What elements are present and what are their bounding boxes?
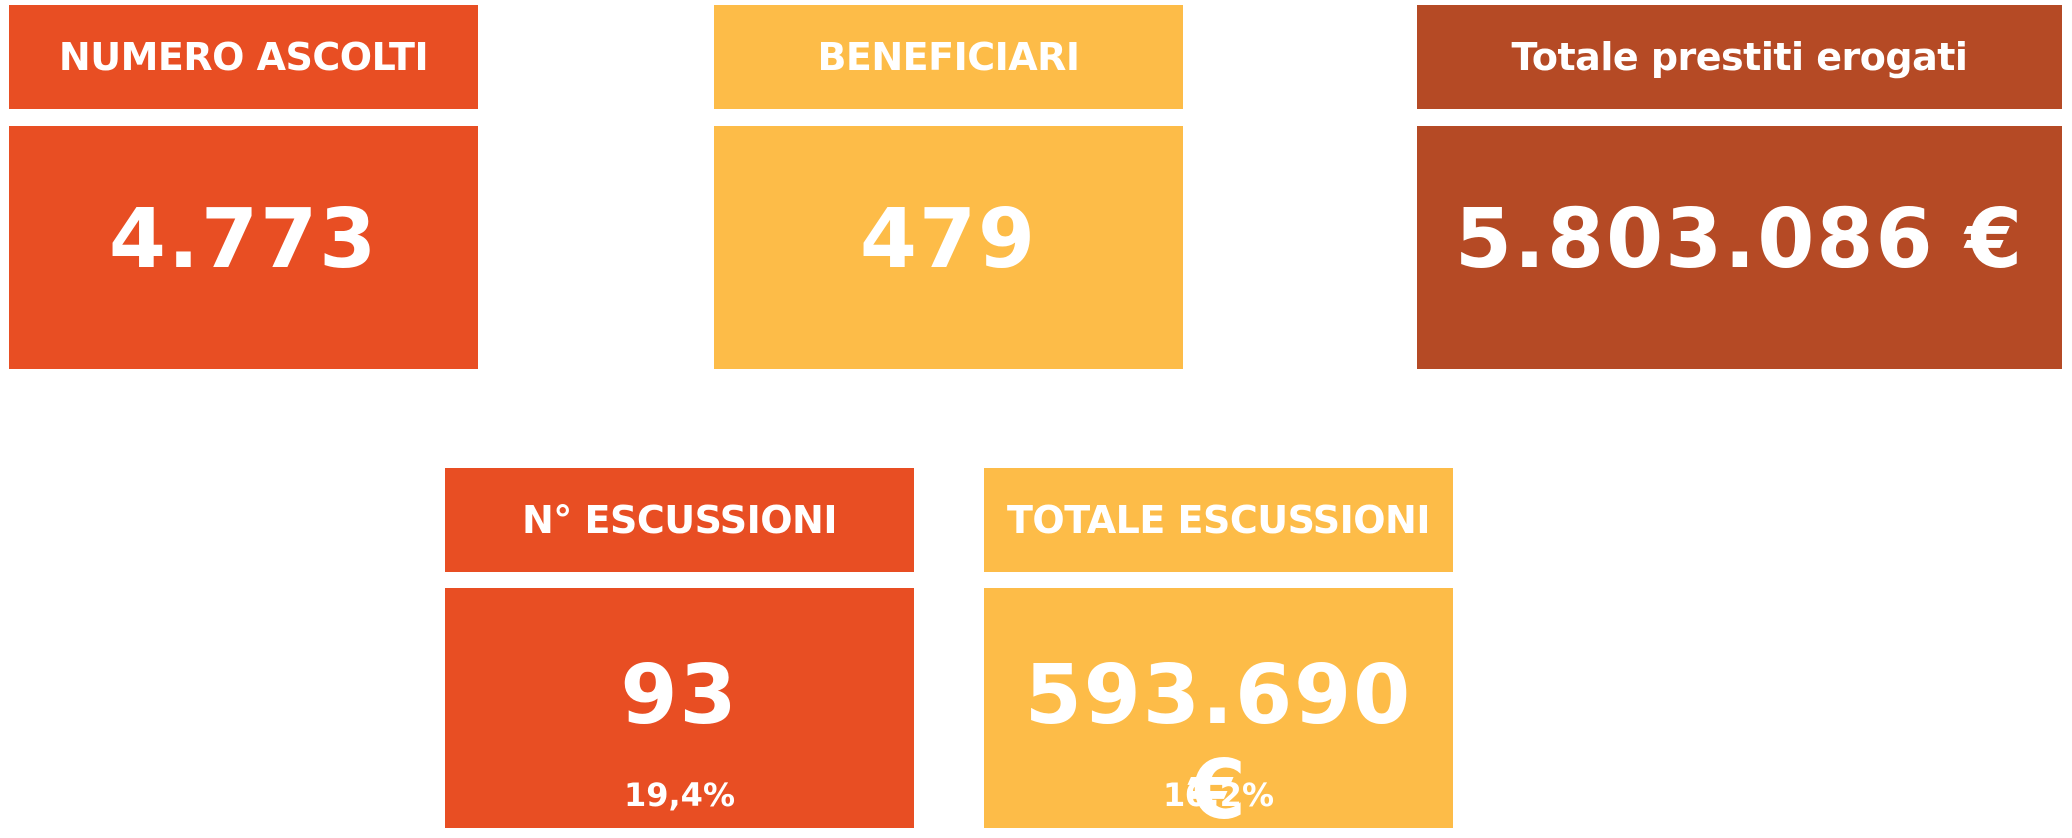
card-value: 93 — [620, 648, 739, 743]
kpi-card: TOTALE ESCUSSIONI 593.690 €10,2% — [984, 468, 1453, 838]
card-body: 4.773 — [9, 126, 478, 369]
card-value: 5.803.086 € — [1454, 192, 2025, 287]
card-title: N° ESCUSSIONI — [445, 468, 914, 572]
card-title: NUMERO ASCOLTI — [9, 5, 478, 109]
kpi-card: BENEFICIARI 479 — [714, 5, 1183, 369]
kpi-card: N° ESCUSSIONI 93 19,4% — [445, 468, 914, 828]
card-note: 19,4% — [623, 776, 735, 814]
card-value: 479 — [859, 192, 1038, 287]
card-value: 593.690 € — [1024, 648, 1413, 838]
card-body: 93 19,4% — [445, 588, 914, 828]
card-title: Totale prestiti erogati — [1417, 5, 2062, 109]
card-title: TOTALE ESCUSSIONI — [984, 468, 1453, 572]
card-body: 479 — [714, 126, 1183, 369]
card-body: 593.690 €10,2% — [984, 588, 1453, 838]
kpi-card: Totale prestiti erogati 5.803.086 € — [1417, 5, 2062, 369]
kpi-card: NUMERO ASCOLTI 4.773 — [9, 5, 478, 369]
card-note: 10,2% — [1162, 776, 1274, 814]
card-title: BENEFICIARI — [714, 5, 1183, 109]
card-body: 5.803.086 € — [1417, 126, 2062, 369]
card-value: 4.773 — [108, 192, 379, 287]
